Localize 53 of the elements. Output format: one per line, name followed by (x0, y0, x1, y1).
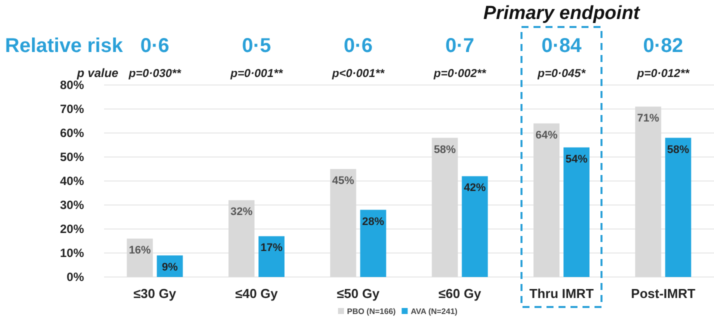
data-label: 45% (332, 175, 354, 187)
text: p=0·030** (128, 68, 182, 80)
bar (534, 123, 560, 277)
text: 0·5 (242, 35, 271, 57)
data-label: 42% (464, 182, 486, 194)
data-label: 32% (230, 206, 253, 218)
data-label: 71% (637, 112, 660, 125)
legend-label: AVA (N=241) (410, 307, 458, 316)
data-label: 54% (565, 153, 588, 166)
text: p=0·045* (536, 68, 586, 80)
bar (360, 210, 386, 277)
bar (635, 106, 662, 277)
bar (564, 147, 590, 277)
bar (665, 138, 692, 277)
x-tick-label: ≤50 Gy (336, 286, 380, 302)
text: 0·82 (643, 35, 684, 57)
x-tick-label: Thru IMRT (529, 286, 594, 302)
x-tick-label: ≤30 Gy (134, 286, 177, 302)
y-tick-label: 30% (60, 198, 84, 212)
y-tick-label: 60% (60, 126, 84, 140)
bar (330, 169, 356, 277)
data-label: 28% (362, 216, 384, 228)
data-label: 58% (434, 144, 456, 156)
x-tick-label: Post-IMRT (631, 286, 696, 302)
y-tick-label: 50% (60, 150, 84, 164)
x-tick-label: ≤60 Gy (438, 286, 482, 302)
text: 0·84 (541, 35, 582, 57)
text: Primary endpoint (483, 3, 640, 24)
data-label: 16% (128, 244, 152, 257)
text: 0·6 (344, 35, 373, 57)
text: p=0·012** (636, 68, 690, 80)
text: p value (76, 66, 119, 80)
y-tick-label: 70% (60, 102, 84, 116)
bar (258, 236, 284, 277)
text: 0·7 (445, 35, 474, 57)
text: p=0·001** (229, 68, 284, 80)
y-tick-label: 0% (66, 270, 84, 284)
data-label: 9% (162, 261, 178, 274)
x-tick-label: ≤40 Gy (235, 286, 279, 302)
data-label: 58% (667, 144, 690, 156)
bar (432, 138, 458, 277)
y-tick-label: 20% (60, 222, 84, 236)
text: 0·6 (140, 35, 170, 57)
data-label: 64% (535, 129, 558, 142)
y-tick-label: 40% (60, 174, 84, 188)
legend-label: PBO (N=166) (347, 307, 396, 316)
data-label: 17% (260, 242, 283, 254)
text: Relative risk (5, 35, 124, 57)
bar (228, 200, 254, 277)
text: p=0·002** (432, 68, 486, 80)
bar (462, 176, 488, 277)
text: p<0·001** (331, 68, 385, 80)
y-tick-label: 10% (60, 246, 84, 260)
